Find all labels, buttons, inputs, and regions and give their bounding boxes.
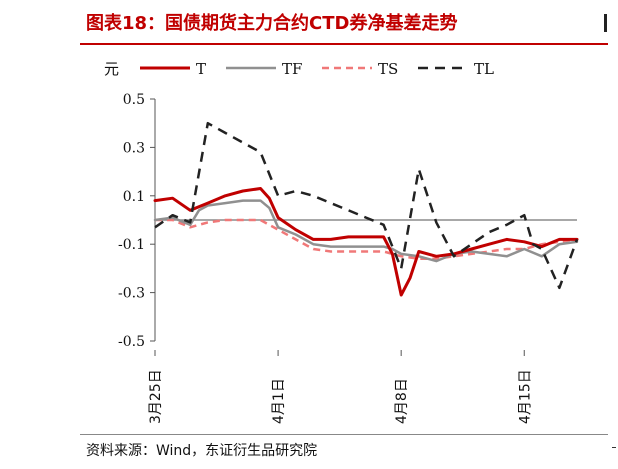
y-tick-label: -0.5 <box>118 334 145 350</box>
series-lines <box>153 121 579 297</box>
y-tick-label: -0.1 <box>118 237 145 253</box>
source-note: 资料来源：Wind，东证衍生品研究院 <box>86 443 318 459</box>
legend-label-t: T <box>196 60 206 78</box>
x-tick-label: 3月25日 <box>148 369 164 424</box>
margin-marker-bottom <box>612 447 616 448</box>
x-tick-label: 4月8日 <box>394 378 410 424</box>
y-tick-label: -0.3 <box>118 286 145 302</box>
figure-title: 图表18：国债期货主力合约CTD券净基差走势 <box>86 13 458 34</box>
series-line-tf <box>153 199 579 263</box>
legend-label-tf: TF <box>282 60 302 78</box>
series-line-t <box>153 187 579 297</box>
x-tick-label: 4月15日 <box>517 369 533 424</box>
series-line-ts <box>155 218 578 260</box>
y-tick-label: 0.5 <box>123 92 145 108</box>
y-unit-label: 元 <box>104 60 119 78</box>
y-tick-label: 0.3 <box>123 140 145 156</box>
y-axis: 0.5 0.3 0.1 -0.1 -0.3 -0.5 <box>118 92 156 350</box>
series-line-tl <box>154 121 579 290</box>
title-rule <box>80 43 608 45</box>
x-tick-label: 4月1日 <box>271 378 287 424</box>
y-tick-label: 0.1 <box>123 189 145 205</box>
legend-label-tl: TL <box>474 60 494 78</box>
legend: 元 T TF TS TL <box>104 60 494 78</box>
legend-label-ts: TS <box>378 60 398 78</box>
source-rule <box>80 434 608 435</box>
x-axis: 3月25日 4月1日 4月8日 4月15日 <box>148 219 577 424</box>
margin-marker <box>604 14 607 32</box>
